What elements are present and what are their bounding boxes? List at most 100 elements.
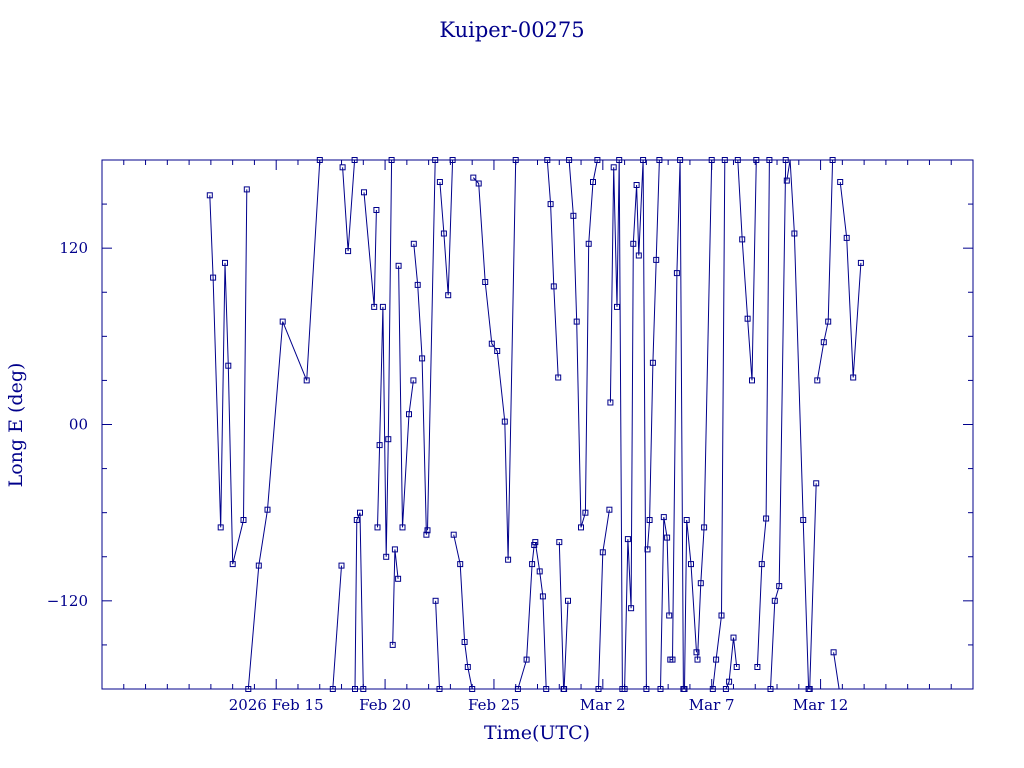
data-point xyxy=(767,686,774,692)
data-point xyxy=(582,509,589,516)
data-point xyxy=(594,157,601,163)
data-point xyxy=(436,179,443,185)
chart-title: Kuiper-00275 xyxy=(439,18,584,42)
data-point xyxy=(771,597,778,604)
data-point xyxy=(376,442,383,449)
data-point xyxy=(410,377,417,384)
data-point xyxy=(800,517,807,523)
data-point xyxy=(388,157,395,163)
data-point xyxy=(383,553,390,560)
data-point xyxy=(701,524,708,531)
series-line xyxy=(209,189,248,565)
data-point xyxy=(391,546,398,553)
data-point xyxy=(673,270,680,277)
data-point xyxy=(206,192,213,199)
data-point xyxy=(512,157,519,163)
series-line xyxy=(558,542,565,690)
series-line xyxy=(725,637,738,690)
data-point xyxy=(555,374,562,381)
data-point xyxy=(749,377,755,384)
data-point xyxy=(640,157,647,163)
series-line xyxy=(453,534,473,690)
series-line xyxy=(598,509,610,690)
data-point xyxy=(432,157,439,163)
data-point xyxy=(830,649,837,656)
data-point xyxy=(414,281,421,288)
data-point xyxy=(544,157,551,163)
data-point xyxy=(726,678,733,685)
data-point xyxy=(708,157,715,163)
x-tick-label: 2026 Feb 15 xyxy=(229,696,324,714)
data-point xyxy=(360,686,367,692)
series-line xyxy=(398,265,414,528)
data-point xyxy=(806,686,813,692)
data-point xyxy=(217,524,224,531)
x-tick-label: Feb 25 xyxy=(468,696,520,714)
x-tick-label: Mar 12 xyxy=(793,696,848,714)
data-point xyxy=(229,561,236,568)
series-line xyxy=(684,519,697,690)
data-point xyxy=(464,664,471,670)
data-point xyxy=(718,612,725,619)
data-point xyxy=(709,686,716,692)
data-point xyxy=(482,279,489,285)
series-line xyxy=(472,159,517,560)
data-point xyxy=(722,686,729,692)
series-line xyxy=(712,159,726,690)
data-point xyxy=(389,641,396,648)
series-line xyxy=(439,159,454,296)
data-point xyxy=(595,686,602,692)
data-point xyxy=(410,240,417,247)
data-point xyxy=(599,549,606,556)
data-point xyxy=(585,240,592,247)
data-point xyxy=(694,656,701,663)
data-point xyxy=(744,315,751,322)
data-point xyxy=(820,339,827,346)
series-line xyxy=(413,243,427,535)
data-point xyxy=(373,207,380,213)
data-point xyxy=(616,157,623,163)
data-point xyxy=(843,234,850,241)
data-point xyxy=(329,686,336,692)
series-line xyxy=(354,512,364,690)
data-point xyxy=(352,686,358,692)
data-point xyxy=(570,212,577,219)
data-point xyxy=(657,686,664,692)
data-point xyxy=(371,303,378,310)
y-tick-label: 120 xyxy=(59,239,88,257)
data-point xyxy=(766,157,773,163)
data-point xyxy=(279,318,286,325)
data-point xyxy=(353,517,360,523)
data-point xyxy=(739,236,746,243)
data-point xyxy=(606,506,613,513)
series-line xyxy=(427,159,436,531)
data-point xyxy=(758,561,765,568)
data-point xyxy=(556,539,563,546)
series-line xyxy=(770,159,787,690)
series-line xyxy=(609,159,623,690)
series-line xyxy=(534,542,547,690)
data-point xyxy=(222,259,228,266)
data-point xyxy=(424,527,431,534)
data-point xyxy=(693,649,700,656)
data-point xyxy=(536,568,543,575)
data-point xyxy=(385,436,392,443)
data-point xyxy=(470,174,477,181)
data-point xyxy=(494,348,501,354)
data-point xyxy=(514,686,521,692)
data-point xyxy=(529,561,536,568)
series-line xyxy=(786,159,810,690)
data-point xyxy=(406,411,412,418)
data-point xyxy=(697,580,704,587)
data-point xyxy=(646,517,653,523)
data-point xyxy=(825,318,832,325)
data-point xyxy=(264,506,271,513)
data-point xyxy=(316,157,323,163)
series-line xyxy=(624,159,647,690)
x-tick-label: Mar 7 xyxy=(689,696,735,714)
data-point xyxy=(614,303,620,310)
data-point xyxy=(440,230,447,237)
data-point xyxy=(561,686,568,692)
data-point xyxy=(419,355,426,362)
data-point xyxy=(681,686,688,692)
